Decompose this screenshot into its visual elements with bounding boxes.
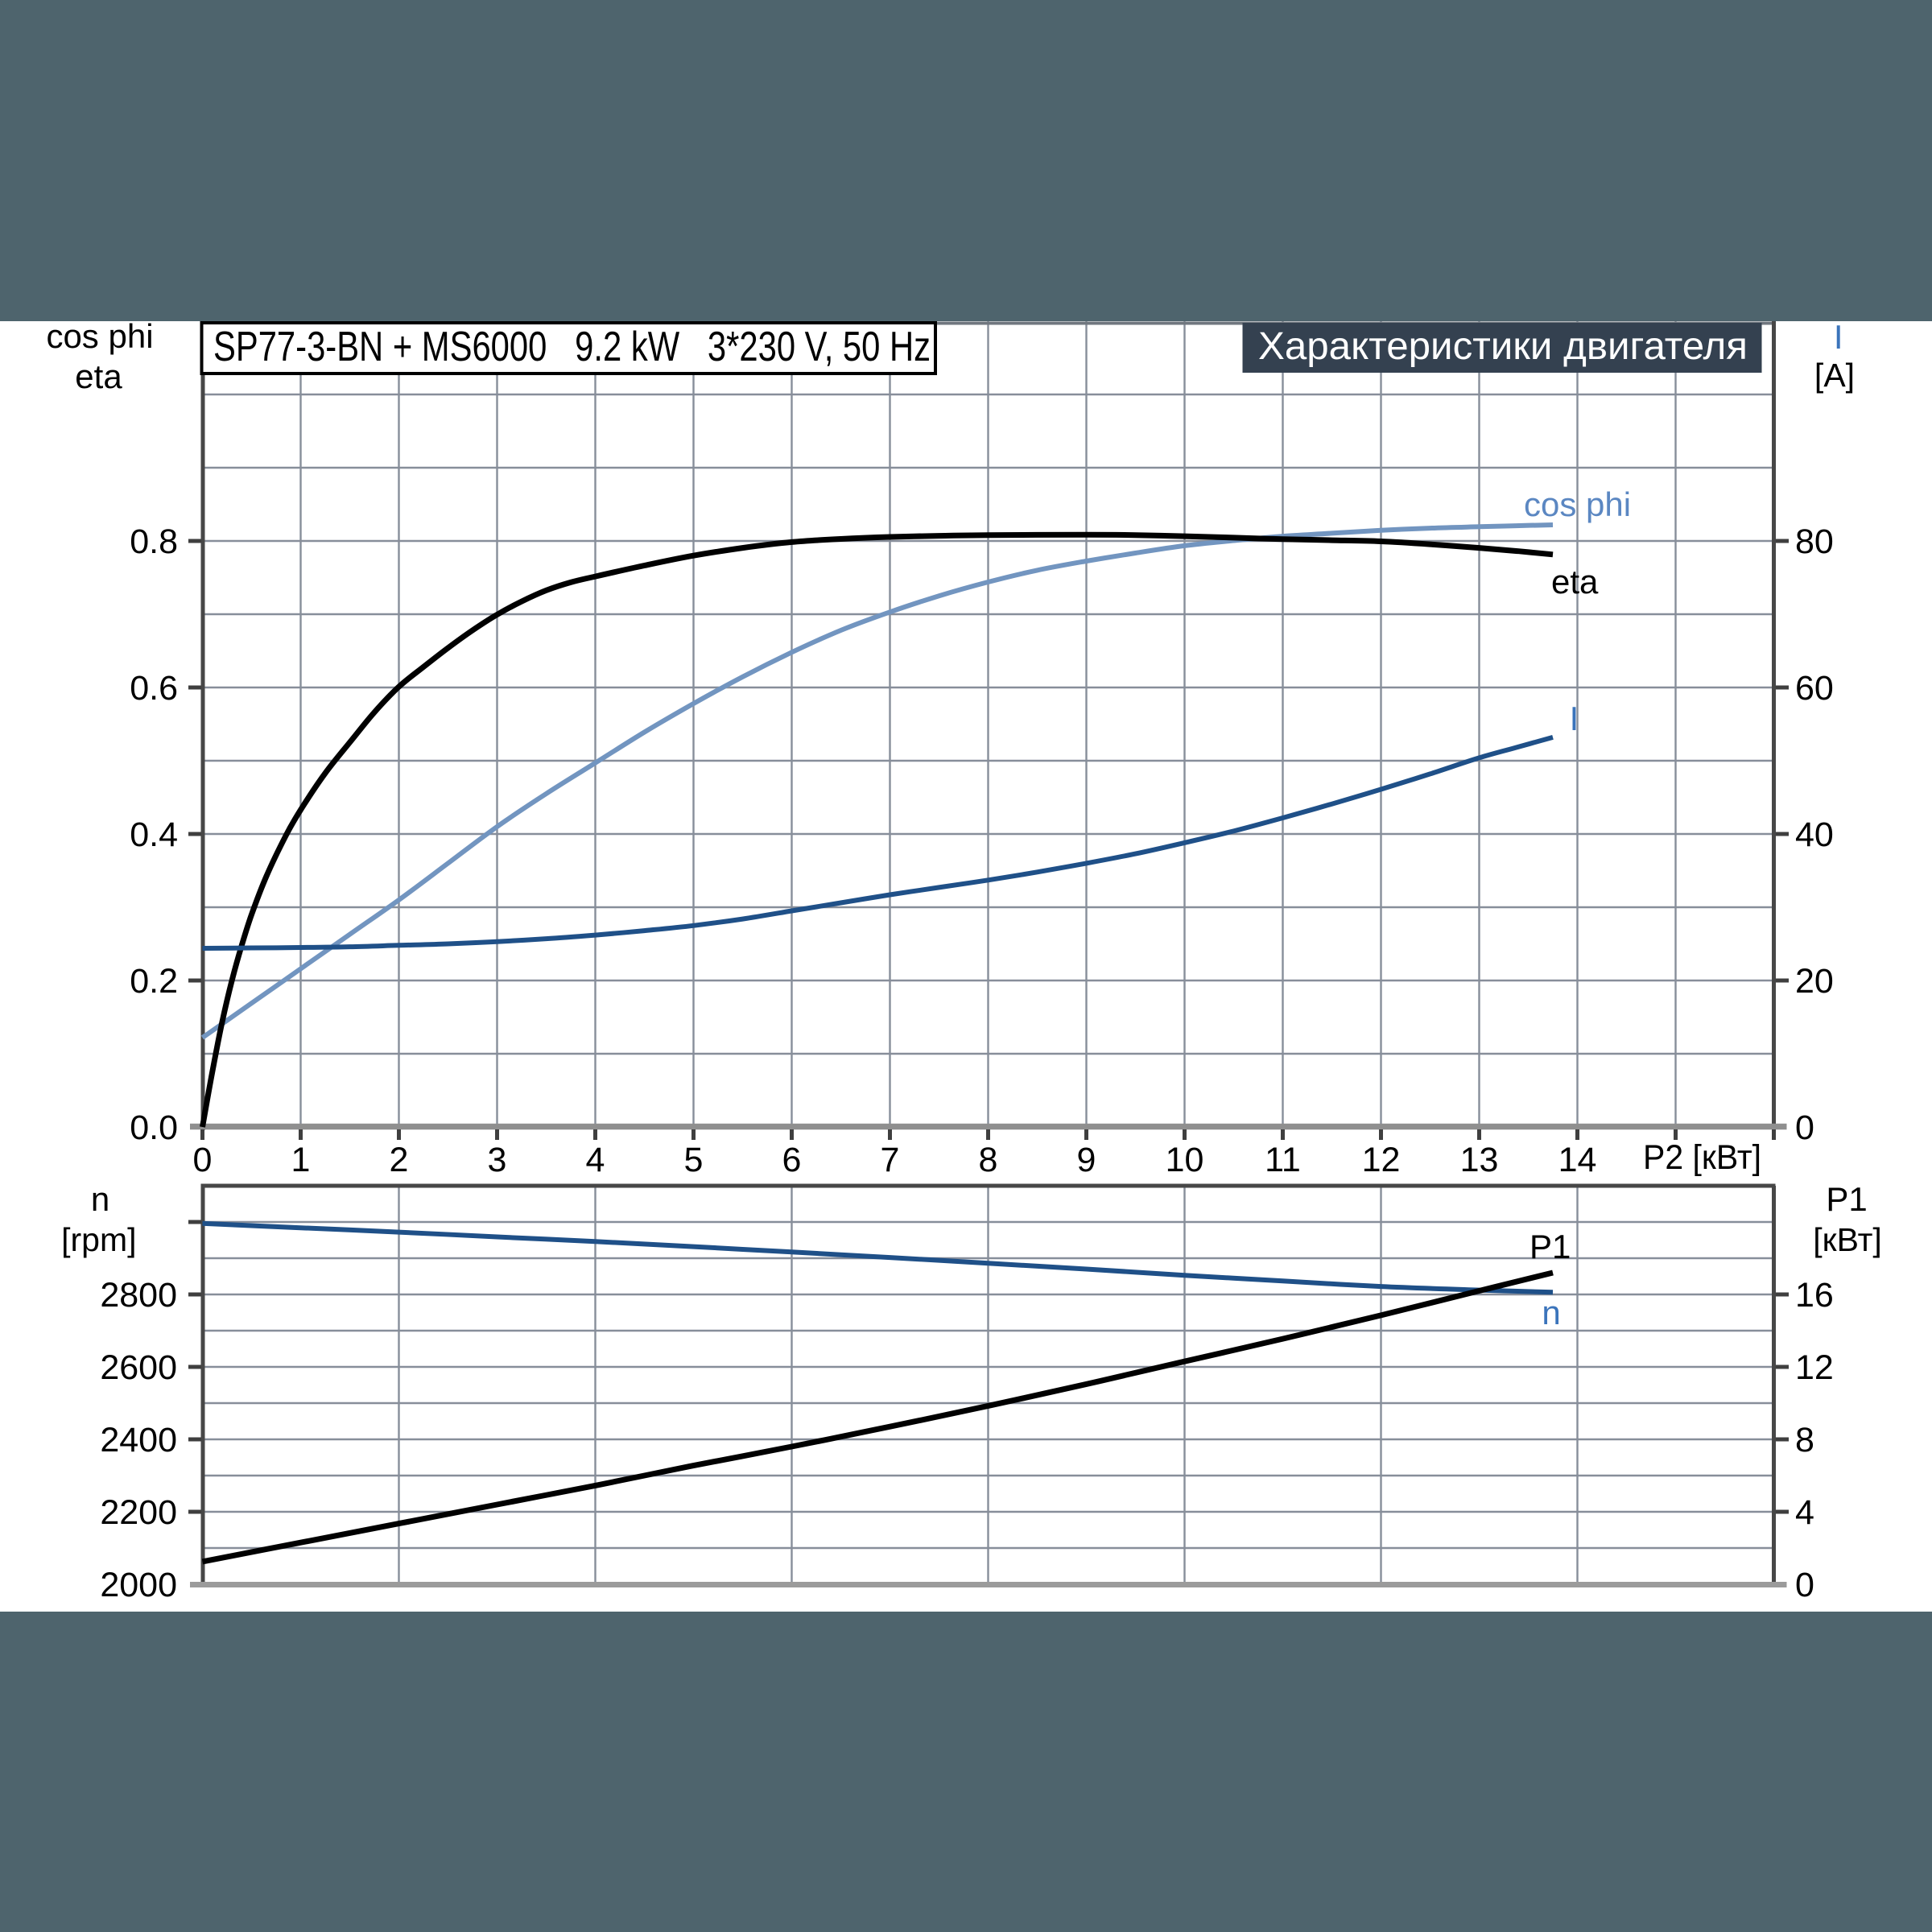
- svg-text:14: 14: [1558, 1141, 1597, 1179]
- svg-text:SP77-3-BN + MS6000 9.2 kW: SP77-3-BN + MS6000 9.2 kW 3*230 V, 50 Hz: [213, 324, 931, 370]
- svg-text:0.4: 0.4: [130, 815, 178, 854]
- svg-text:12: 12: [1362, 1141, 1401, 1179]
- svg-text:3: 3: [488, 1141, 507, 1179]
- svg-text:16: 16: [1795, 1276, 1834, 1315]
- svg-text:8: 8: [979, 1141, 998, 1179]
- svg-text:eta: eta: [75, 357, 122, 395]
- svg-text:Характеристики двигателя: Характеристики двигателя: [1258, 325, 1748, 368]
- svg-text:cos phi: cos phi: [1524, 485, 1631, 523]
- svg-text:11: 11: [1265, 1141, 1301, 1179]
- svg-text:5: 5: [684, 1141, 704, 1179]
- svg-text:20: 20: [1795, 962, 1834, 1001]
- svg-text:2800: 2800: [100, 1276, 177, 1315]
- svg-text:13: 13: [1460, 1141, 1499, 1179]
- svg-text:10: 10: [1166, 1141, 1204, 1179]
- svg-text:0.0: 0.0: [130, 1108, 178, 1147]
- svg-text:1: 1: [291, 1141, 311, 1179]
- svg-text:0: 0: [1795, 1566, 1814, 1604]
- svg-text:cos phi: cos phi: [46, 317, 153, 355]
- svg-text:8: 8: [1795, 1421, 1814, 1459]
- svg-text:6: 6: [782, 1141, 802, 1179]
- svg-text:P1: P1: [1530, 1228, 1571, 1265]
- svg-text:2000: 2000: [100, 1566, 177, 1604]
- svg-text:[A]: [A]: [1814, 357, 1855, 394]
- svg-text:0: 0: [193, 1141, 213, 1179]
- svg-text:2: 2: [390, 1141, 409, 1179]
- svg-text:eta: eta: [1551, 563, 1599, 601]
- svg-text:[rpm]: [rpm]: [61, 1221, 136, 1258]
- svg-text:0.8: 0.8: [130, 522, 178, 561]
- svg-text:2600: 2600: [100, 1348, 177, 1387]
- svg-text:2400: 2400: [100, 1421, 177, 1459]
- svg-text:2200: 2200: [100, 1493, 177, 1532]
- svg-text:7: 7: [881, 1141, 900, 1179]
- svg-text:0.2: 0.2: [130, 962, 178, 1001]
- svg-text:80: 80: [1795, 522, 1834, 561]
- svg-text:4: 4: [1795, 1493, 1814, 1532]
- svg-text:I: I: [1570, 700, 1579, 737]
- svg-text:[кВт]: [кВт]: [1813, 1221, 1881, 1258]
- svg-text:60: 60: [1795, 669, 1834, 708]
- svg-text:P1: P1: [1826, 1180, 1867, 1218]
- svg-text:0.6: 0.6: [130, 669, 178, 708]
- svg-text:n: n: [1542, 1294, 1560, 1331]
- svg-text:4: 4: [586, 1141, 605, 1179]
- svg-text:0: 0: [1795, 1108, 1814, 1147]
- svg-text:n: n: [91, 1180, 109, 1218]
- svg-text:P2 [кВт]: P2 [кВт]: [1643, 1138, 1761, 1177]
- svg-text:I: I: [1834, 318, 1843, 356]
- svg-text:9: 9: [1077, 1141, 1096, 1179]
- svg-text:12: 12: [1795, 1348, 1834, 1387]
- svg-text:40: 40: [1795, 815, 1834, 854]
